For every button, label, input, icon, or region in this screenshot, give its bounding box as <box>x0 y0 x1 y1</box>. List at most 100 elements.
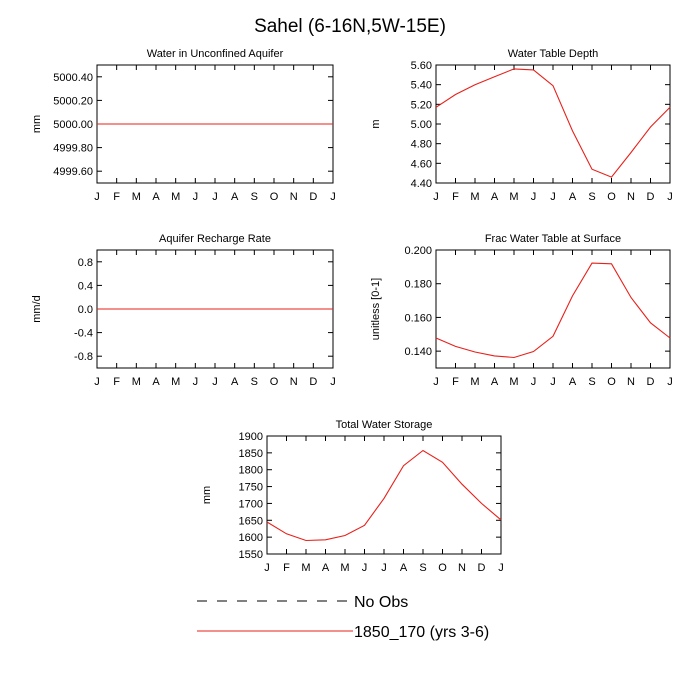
y-tick-label: 4.80 <box>411 139 432 151</box>
x-tick-label: M <box>340 562 349 574</box>
x-tick-label: M <box>171 191 180 203</box>
x-tick-label: F <box>113 191 120 203</box>
y-tick-label: 5.20 <box>411 99 432 111</box>
x-tick-label: J <box>94 191 100 203</box>
x-tick-label: J <box>550 376 556 388</box>
y-axis-label: mm/d <box>31 295 43 323</box>
x-tick-label: M <box>301 562 310 574</box>
y-tick-label: 0.0 <box>78 304 93 316</box>
y-tick-label: 5.00 <box>411 119 432 131</box>
x-tick-label: J <box>433 376 439 388</box>
legend-label-1850-170: 1850_170 (yrs 3-6) <box>354 624 489 641</box>
y-tick-label: 4.40 <box>411 178 432 190</box>
x-tick-label: N <box>458 562 466 574</box>
plot-frame <box>266 435 502 555</box>
panel-title: Total Water Storage <box>336 419 433 431</box>
y-tick-label: 5000.40 <box>53 72 93 84</box>
x-tick-label: A <box>491 191 499 203</box>
x-tick-label: J <box>433 191 439 203</box>
x-tick-label: A <box>400 562 408 574</box>
x-tick-label: M <box>509 191 518 203</box>
x-tick-label: J <box>212 191 218 203</box>
x-tick-label: J <box>531 376 537 388</box>
x-tick-label: A <box>569 376 577 388</box>
x-tick-label: J <box>264 562 270 574</box>
x-tick-label: F <box>452 191 459 203</box>
y-tick-label: 1700 <box>239 498 263 510</box>
x-tick-label: D <box>647 191 655 203</box>
y-tick-label: 0.160 <box>404 312 432 324</box>
x-tick-label: J <box>94 376 100 388</box>
x-tick-label: O <box>270 376 279 388</box>
y-tick-label: 5000.00 <box>53 119 93 131</box>
x-tick-label: M <box>470 191 479 203</box>
y-tick-label: 1750 <box>239 482 263 494</box>
x-tick-label: J <box>193 191 199 203</box>
x-tick-label: J <box>330 376 336 388</box>
y-tick-label: 1600 <box>239 532 263 544</box>
x-tick-label: O <box>607 191 616 203</box>
x-tick-label: O <box>270 191 279 203</box>
x-tick-label: D <box>478 562 486 574</box>
series-line-1850-170 <box>435 262 671 359</box>
x-tick-label: M <box>509 376 518 388</box>
y-tick-label: 1550 <box>239 549 263 561</box>
y-axis-label: mm <box>31 115 43 133</box>
legend: No Obs 1850_170 (yrs 3-6) <box>197 594 489 641</box>
panel-title: Water in Unconfined Aquifer <box>147 48 284 60</box>
y-tick-label: 0.140 <box>404 346 432 358</box>
x-tick-label: M <box>132 376 141 388</box>
x-tick-label: J <box>381 562 387 574</box>
x-tick-label: J <box>550 191 556 203</box>
figure-title: Sahel (6-16N,5W-15E) <box>254 16 446 37</box>
y-tick-label: 0.200 <box>404 245 432 257</box>
x-tick-label: A <box>491 376 499 388</box>
x-tick-label: M <box>132 191 141 203</box>
x-tick-label: O <box>438 562 447 574</box>
panel-title: Aquifer Recharge Rate <box>159 233 271 245</box>
x-tick-label: J <box>193 376 199 388</box>
x-tick-label: S <box>588 191 595 203</box>
y-axis-label: unitless [0-1] <box>370 278 382 340</box>
x-tick-label: A <box>569 191 577 203</box>
y-tick-label: 5.40 <box>411 80 432 92</box>
x-tick-label: J <box>667 376 673 388</box>
y-tick-label: -0.4 <box>74 328 93 340</box>
x-tick-label: S <box>419 562 426 574</box>
y-tick-label: 0.180 <box>404 279 432 291</box>
x-tick-label: O <box>607 376 616 388</box>
panel-total-water-storage: Total Water Storage mm 1550 1600 1650 1700 175… <box>201 419 504 574</box>
x-tick-label: J <box>212 376 218 388</box>
y-tick-label: 1650 <box>239 515 263 527</box>
panel-water-table-depth: Water Table Depth m 4.40 4.60 4.80 5.00 5.20 5.… <box>370 48 673 203</box>
x-tick-label: A <box>152 376 160 388</box>
y-tick-label: 0.8 <box>78 257 93 269</box>
x-tick-label: J <box>531 191 537 203</box>
panel-water-in-unconfined-aquifer: Water in Unconfined Aquifer mm 4999.60 4999… <box>31 48 336 203</box>
y-tick-label: 1800 <box>239 465 263 477</box>
x-tick-label: N <box>290 191 298 203</box>
x-tick-label: F <box>452 376 459 388</box>
x-tick-label: J <box>498 562 504 574</box>
plot-frame <box>435 64 671 184</box>
x-tick-label: S <box>251 191 258 203</box>
panel-title: Frac Water Table at Surface <box>485 233 621 245</box>
y-tick-label: 5000.20 <box>53 95 93 107</box>
x-tick-label: A <box>152 191 160 203</box>
y-axis-label: m <box>370 119 382 128</box>
x-tick-label: F <box>283 562 290 574</box>
x-tick-label: S <box>251 376 258 388</box>
y-tick-label: 4.60 <box>411 158 432 170</box>
x-tick-label: D <box>647 376 655 388</box>
y-tick-label: 1900 <box>239 431 263 443</box>
y-tick-label: -0.8 <box>74 351 93 363</box>
x-tick-label: M <box>470 376 479 388</box>
plot-frame <box>435 249 671 369</box>
y-tick-label: 1850 <box>239 448 263 460</box>
series-line-1850-170 <box>435 68 671 178</box>
y-tick-label: 4999.80 <box>53 143 93 155</box>
x-tick-label: J <box>330 191 336 203</box>
series-line-1850-170 <box>266 449 502 542</box>
x-tick-label: D <box>309 191 317 203</box>
